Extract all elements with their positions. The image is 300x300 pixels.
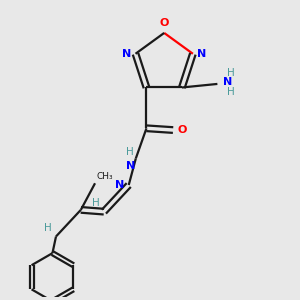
Text: N: N xyxy=(223,77,232,87)
Text: H: H xyxy=(126,147,134,157)
Text: O: O xyxy=(178,125,187,135)
Text: N: N xyxy=(122,49,131,59)
Text: O: O xyxy=(160,18,169,28)
Text: H: H xyxy=(226,88,234,98)
Text: N: N xyxy=(126,161,135,171)
Text: N: N xyxy=(115,180,124,190)
Text: H: H xyxy=(92,198,100,208)
Text: CH₃: CH₃ xyxy=(96,172,113,182)
Text: N: N xyxy=(197,49,207,59)
Text: H: H xyxy=(44,223,52,233)
Text: H: H xyxy=(226,68,234,77)
